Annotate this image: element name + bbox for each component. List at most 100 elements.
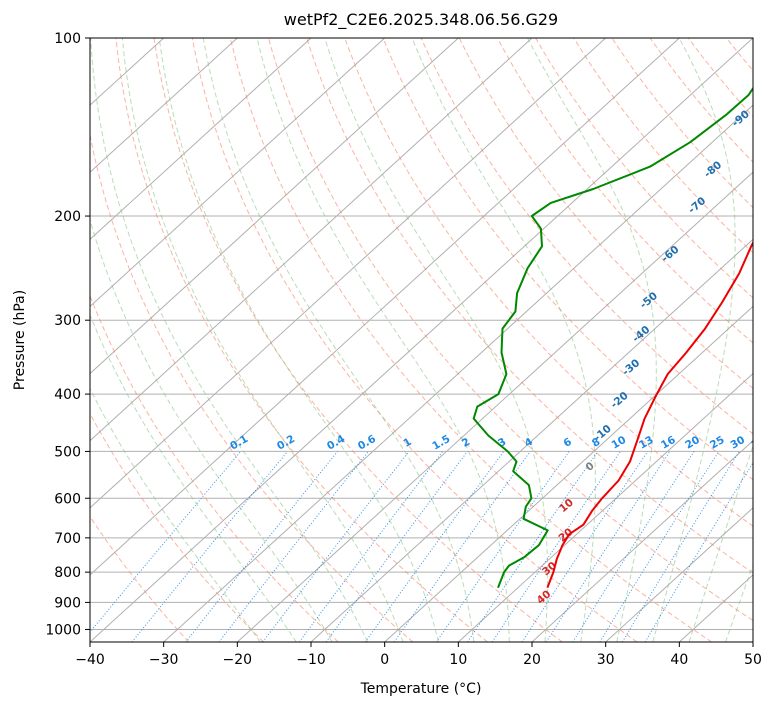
moist-adiabat-line <box>256 38 510 642</box>
mixing-ratio-line <box>218 451 369 642</box>
y-tick-label: 900 <box>54 595 81 611</box>
dry-adiabat-line <box>344 38 753 527</box>
dry-adiabat-line <box>573 38 753 254</box>
y-tick-label: 800 <box>54 565 81 581</box>
moist-adiabat-line <box>90 38 369 642</box>
mixing-ratio-line <box>521 451 649 642</box>
x-tick-label: 0 <box>380 652 389 668</box>
moist-adiabat-line <box>527 38 657 642</box>
y-tick-label: 700 <box>54 531 81 547</box>
y-tick-label: 300 <box>54 313 81 329</box>
moist-adiabat-line <box>202 38 475 642</box>
moist-adiabat-line <box>725 563 753 642</box>
isotherm-line <box>90 38 680 576</box>
mixing-ratio-line <box>644 461 753 642</box>
mixing-ratio-line <box>435 451 570 642</box>
profile-series <box>472 86 753 589</box>
dry-adiabat-line <box>90 132 414 642</box>
mixing-ratio-label: 10 <box>610 434 629 452</box>
mixing-ratio-line <box>185 451 338 642</box>
x-tick-label: 30 <box>597 652 615 668</box>
y-axis-label: Pressure (hPa) <box>12 290 28 390</box>
moist-adiabat-line <box>158 38 439 642</box>
moist-adiabat-lines <box>90 38 753 642</box>
dry-adiabat-line <box>153 38 563 642</box>
dry-adiabat-line <box>90 515 190 642</box>
dry-adiabat-line <box>268 38 753 622</box>
moist-adiabat-line <box>652 38 736 642</box>
dry-adiabat-label: -40 <box>630 324 652 345</box>
moist-adiabat-line <box>90 218 333 642</box>
dry-adiabat-line <box>115 38 488 642</box>
moist-adiabat-line <box>411 38 596 642</box>
mixing-ratio-line <box>262 451 410 642</box>
y-tick-label: 400 <box>54 387 81 403</box>
dry-adiabat-line <box>649 38 753 163</box>
isotherm-lines <box>90 38 753 642</box>
y-tick-label: 500 <box>54 444 81 460</box>
isotherm-line <box>531 439 753 642</box>
mixing-ratio-line <box>599 451 720 642</box>
y-tick-label: 200 <box>54 209 81 225</box>
x-tick-label: −20 <box>223 652 253 668</box>
y-tick-label: 1000 <box>45 622 81 638</box>
isotherm-line <box>384 305 753 642</box>
mixing-ratio-label: 36 <box>749 434 768 452</box>
isotherm-line <box>90 38 459 375</box>
x-tick-label: −30 <box>149 652 179 668</box>
mixing-ratio-line <box>572 451 695 642</box>
mixing-ratio-label: 25 <box>708 434 727 452</box>
isotherm-line <box>90 38 607 509</box>
x-tick-label: −10 <box>296 652 326 668</box>
chart-title: wetPf2_C2E6.2025.348.06.56.G29 <box>284 10 558 30</box>
mixing-ratio-line <box>545 451 671 642</box>
x-tick-label: 40 <box>670 652 688 668</box>
dry-adiabat-line <box>229 38 712 642</box>
plot-frame <box>89 37 754 643</box>
dry-adiabat-label: -70 <box>686 195 708 216</box>
mixing-ratio-label: 0.1 <box>228 433 250 453</box>
x-axis-ticks: −40 −30 −20 −10 0 10 20 30 40 50 <box>75 642 762 668</box>
moist-adiabat-line <box>324 38 549 642</box>
dry-adiabat-label: 10 <box>557 497 576 516</box>
mixing-ratio-line <box>491 451 621 642</box>
dry-adiabat-line <box>765 38 775 642</box>
dry-adiabat-line <box>191 38 638 642</box>
moist-adiabat-line <box>688 444 753 642</box>
y-tick-label: 600 <box>54 491 81 507</box>
moist-adiabat-line <box>90 387 261 642</box>
isotherm-line <box>90 38 386 308</box>
mixing-ratio-line <box>131 451 288 642</box>
dry-adiabat-line <box>90 294 339 642</box>
isotherm-line <box>90 38 238 173</box>
mixing-ratio-line <box>621 451 740 642</box>
mixing-ratio-line <box>90 451 242 633</box>
isotherm-line <box>752 641 753 642</box>
isotherm-line <box>236 171 753 642</box>
isotherm-line <box>605 507 753 642</box>
moist-adiabat-line <box>90 313 297 642</box>
moist-adiabat-line <box>121 38 404 642</box>
mixing-ratio-label: 1 <box>401 436 413 450</box>
dry-adiabat-line <box>306 38 753 574</box>
temperature-profile-line <box>546 240 753 589</box>
mixing-ratio-lines <box>90 451 753 642</box>
dry-adiabat-line <box>687 38 753 118</box>
mixing-ratio-line <box>325 451 468 642</box>
dry-adiabat-label: -60 <box>659 244 681 265</box>
dry-adiabat-line <box>90 412 264 642</box>
mixing-ratio-line <box>467 451 599 642</box>
plot-area: -100-90-80-70-60-50-40-30-20-10010203040… <box>90 38 775 642</box>
mixing-ratio-label: 2 <box>460 436 472 450</box>
mixing-ratio-line <box>393 451 531 642</box>
isotherm-line <box>163 104 753 642</box>
mixing-ratio-label: 0.2 <box>275 433 297 453</box>
dry-adiabat-line <box>420 38 753 435</box>
dry-adiabat-label: -20 <box>608 390 630 411</box>
isotherm-line <box>90 38 533 442</box>
dry-adiabat-label: -100 <box>753 56 775 82</box>
mixing-ratio-line <box>364 451 505 642</box>
isotherm-line <box>457 372 753 642</box>
mixing-ratio-label: 20 <box>683 434 702 452</box>
dry-adiabat-label: -80 <box>702 159 724 180</box>
